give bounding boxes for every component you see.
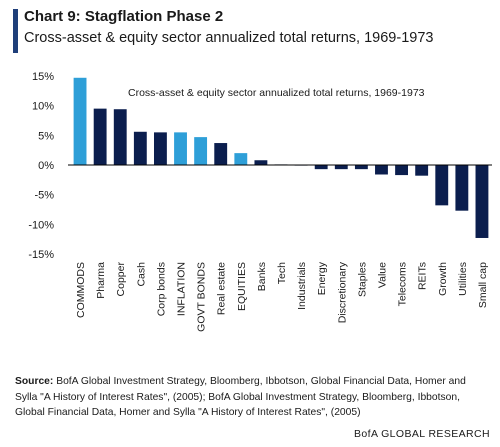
bar [113, 109, 127, 165]
bar [475, 165, 489, 238]
bar [73, 77, 87, 165]
category-label: Real estate [216, 262, 228, 315]
y-tick-label: 5% [38, 130, 54, 142]
category-label: GOVT BONDS [196, 262, 208, 332]
bar-chart: 15% 10% 5% 0% -5% -10% -15% COMMODS Pharma Copper… [28, 71, 492, 332]
category-label: Pharma [95, 262, 107, 299]
bar [174, 132, 187, 165]
bar [375, 165, 388, 175]
bar [435, 165, 449, 206]
category-label: Growth [437, 262, 449, 296]
source-label: Source: [15, 376, 54, 387]
category-label: Telecoms [397, 262, 409, 306]
y-tick-label: 10% [32, 101, 54, 113]
bar [153, 132, 167, 165]
category-label: INFLATION [176, 262, 188, 316]
title-accent-bar [13, 9, 18, 53]
bar [395, 165, 409, 176]
bar [194, 137, 208, 165]
y-tick-label: 15% [32, 71, 54, 83]
bar [234, 153, 248, 165]
category-label: Corp bonds [155, 262, 167, 316]
category-label: REITs [417, 262, 429, 290]
bar [254, 160, 268, 165]
category-label: Cash [135, 262, 147, 287]
bar [93, 108, 107, 165]
bar [133, 131, 147, 165]
category-label: Small cap [477, 262, 489, 308]
y-tick-label: -15% [28, 249, 54, 261]
source-note: Source: BofA Global Investment Strategy,… [15, 374, 490, 421]
bar [415, 165, 429, 176]
source-text: BofA Global Investment Strategy, Bloombe… [15, 376, 466, 418]
category-label: Discretionary [336, 261, 348, 323]
category-label: Energy [316, 261, 328, 295]
category-label: COMMODS [75, 262, 87, 318]
category-label: Industrials [296, 262, 308, 310]
category-label: EQUITIES [236, 262, 248, 311]
y-tick-label: -10% [28, 219, 54, 231]
bar [314, 165, 328, 170]
bar [354, 165, 368, 170]
category-label: Banks [256, 262, 268, 291]
y-tick-label: -5% [34, 190, 54, 202]
category-label: Staples [356, 262, 368, 297]
chart-title: Chart 9: Stagflation Phase 2 [24, 8, 224, 25]
y-tick-label: 0% [38, 160, 54, 172]
bar [334, 165, 348, 170]
chart-subtitle: Cross-asset & equity sector annualized t… [24, 30, 434, 46]
brand-label: BofA GLOBAL RESEARCH [354, 428, 490, 440]
category-label: Copper [115, 262, 127, 297]
bar [455, 165, 469, 211]
category-label: Utilities [457, 262, 469, 296]
inner-chart-title: Cross-asset & equity sector annualized t… [128, 87, 425, 99]
category-label: Value [376, 262, 388, 288]
category-label: Tech [276, 262, 288, 284]
bar [214, 143, 228, 165]
